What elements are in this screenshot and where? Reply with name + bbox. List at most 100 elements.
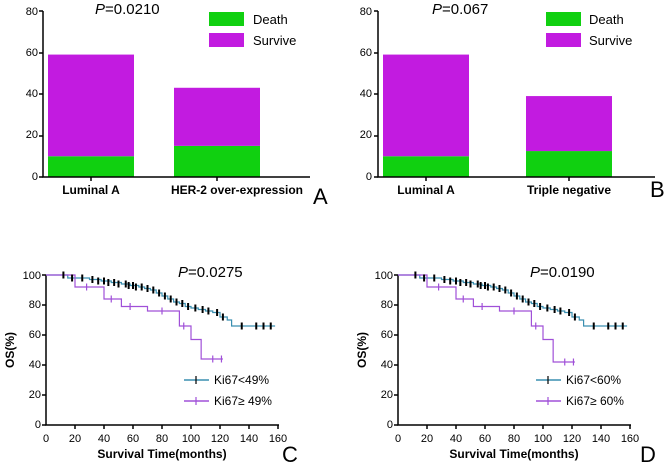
panel-b-ytick-4: 80 [360,6,372,18]
panel-b-category-triple-negative: Triple negative [527,183,611,197]
panel-d-y-axis-title: OS(%) [355,332,369,368]
panel-b-category-luminal-a: Luminal A [397,183,455,197]
panel-c-y-axis-title: OS(%) [3,332,17,368]
panel-d-censors-high [438,283,575,366]
panel-a-ytick-0: 0 [32,171,38,183]
panel-a-ytick-2: 40 [26,88,38,100]
panel-b-ytick-0: 0 [366,171,372,183]
panel-c-km-curve: 0 20 40 60 80 100 0 20 40 60 80 100 120 … [3,264,298,465]
panel-d-xtick-0: 0 [395,433,401,445]
panel-d-xtick-2: 40 [450,433,462,445]
panel-d-x-tick-labels: 0 20 40 60 80 100 120 140 160 [395,433,639,445]
panel-a-axes [39,10,310,181]
panel-c-xtick-2: 40 [98,433,110,445]
panel-b-p-value: P=0.067 [432,1,488,18]
panel-d-xtick-6: 120 [563,433,581,445]
panel-c-xtick-5: 100 [182,433,200,445]
panel-c-xtick-8: 160 [269,433,287,445]
panel-d-legend-label-low: Ki67<60% [566,373,621,387]
panel-c-x-axis-title: Survival Time(months) [97,447,226,461]
panel-d-xtick-1: 20 [421,433,433,445]
panel-a-bar-survive-luminal-a [48,54,134,157]
panel-d-p-value: P=0.0190 [530,264,595,281]
panel-b-y-tick-labels: 0 20 40 60 80 [360,6,372,183]
panel-c-ytick-1: 20 [29,389,41,401]
panel-a-y-tick-labels: 0 20 40 60 80 [26,6,38,183]
panel-c-xtick-3: 60 [127,433,139,445]
panel-d-ytick-0: 0 [387,419,393,431]
panel-b-bar-death-luminal-a [383,156,469,177]
panel-c-y-tick-labels: 0 20 40 60 80 100 [23,270,41,431]
panel-b-bar-survive-luminal-a [383,54,469,157]
panel-c-ytick-3: 60 [29,329,41,341]
panel-d-xtick-4: 80 [508,433,520,445]
panel-a-category-her2: HER-2 over-expression [171,183,303,197]
panel-a-bar-chart: 0 20 40 60 80 Luminal A HER-2 over-expre… [26,1,328,209]
panel-c-xtick-1: 20 [69,433,81,445]
panel-d-legend-label-high: Ki67≥ 60% [566,394,624,408]
panel-c-ytick-2: 40 [29,359,41,371]
panel-d-xtick-5: 100 [534,433,552,445]
panel-a-p-value: P=0.0210 [95,1,160,18]
panel-c-legend: Ki67<49% Ki67≥ 49% [184,373,272,408]
panel-b-bars [383,54,612,177]
panel-c-legend-label-high: Ki67≥ 49% [214,394,272,408]
panel-d-ytick-4: 80 [381,299,393,311]
panel-b-legend-label-death: Death [589,12,624,27]
panel-a-bar-survive-her2 [174,87,260,146]
panel-a-legend-label-death: Death [253,12,288,27]
panel-c-xtick-6: 120 [211,433,229,445]
panel-b-legend-swatch-death [546,12,581,26]
panel-d-axes [394,274,631,429]
panel-a-bar-death-luminal-a [48,156,134,177]
panel-b-bar-death-triple-negative [526,151,612,177]
panel-c-censors-low [62,271,272,330]
panel-c-ytick-5: 100 [23,270,41,282]
panel-a-legend: Death Survive [209,12,296,48]
panel-c-xtick-7: 140 [240,433,258,445]
panel-c-xtick-0: 0 [43,433,49,445]
panel-a-legend-swatch-survive [209,33,244,47]
panel-d-xtick-3: 60 [479,433,491,445]
panel-c-km-line-high [46,274,223,360]
panel-a-legend-label-survive: Survive [253,33,296,48]
panel-a-legend-swatch-death [209,12,244,26]
panel-d-ytick-3: 60 [381,329,393,341]
panel-c-p-value: P=0.0275 [178,264,243,281]
panel-a-letter: A [313,184,328,209]
panel-b-bar-survive-triple-negative [526,96,612,152]
panel-c-xtick-4: 80 [156,433,168,445]
panel-c-x-tick-labels: 0 20 40 60 80 100 120 140 160 [43,433,287,445]
panel-a-ytick-1: 20 [26,129,38,141]
panel-d-km-line-high [398,274,575,363]
panel-c-letter: C [282,442,298,465]
panel-c-ytick-4: 80 [29,299,41,311]
panel-b-legend-swatch-survive [546,33,581,47]
panel-c-ytick-0: 0 [35,419,41,431]
panel-c-legend-label-low: Ki67<49% [214,373,269,387]
panel-a-category-luminal-a: Luminal A [62,183,120,197]
panel-d-letter: D [640,442,656,465]
panel-d-censors-low [414,271,624,330]
panel-b-legend-label-survive: Survive [589,33,632,48]
panel-b-legend: Death Survive [546,12,632,48]
panel-c-censors-high [85,283,223,363]
panel-b-letter: B [650,177,665,202]
panel-c-km-line-low [46,274,276,327]
panel-d-xtick-8: 160 [621,433,639,445]
panel-d-y-tick-labels: 0 20 40 60 80 100 [375,270,393,431]
panel-d-legend: Ki67<60% Ki67≥ 60% [536,373,624,408]
panel-c-axes [42,274,279,429]
panel-b-ytick-2: 40 [360,88,372,100]
panel-d-ytick-2: 40 [381,359,393,371]
panel-d-ytick-1: 20 [381,389,393,401]
panel-d-xtick-7: 140 [592,433,610,445]
panel-d-km-curve: 0 20 40 60 80 100 0 20 40 60 80 100 120 … [355,264,656,465]
panel-b-ytick-1: 20 [360,129,372,141]
panel-b-bar-chart: 0 20 40 60 80 Luminal A Triple negative … [360,1,665,202]
panel-b-axes [374,10,655,181]
panel-a-bars [48,54,260,177]
panel-a-bar-death-her2 [174,145,260,177]
panel-d-ytick-5: 100 [375,270,393,282]
